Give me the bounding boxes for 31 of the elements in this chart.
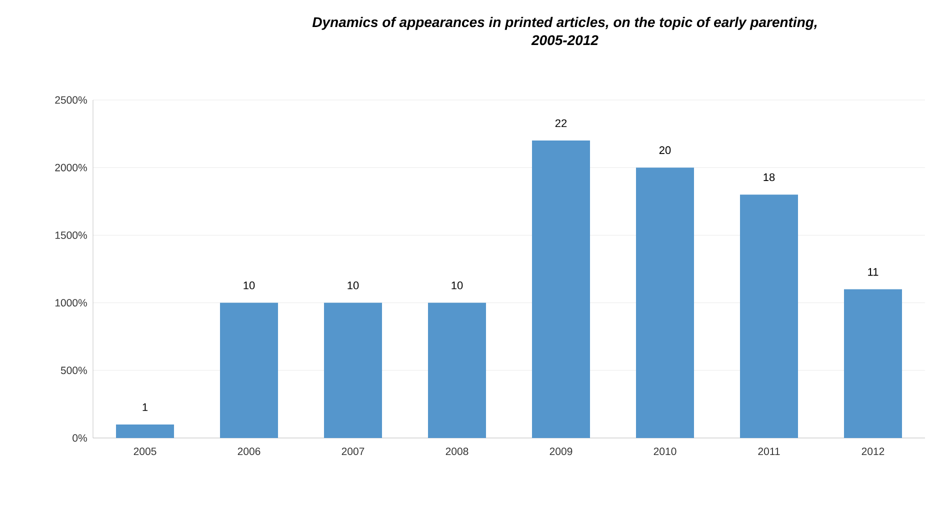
y-tick-label: 2500%	[55, 96, 87, 104]
bar	[428, 302, 486, 438]
bar	[636, 168, 694, 438]
y-tick-label: 0%	[72, 434, 87, 442]
x-tick-label: 2009	[550, 448, 572, 456]
bar	[220, 302, 278, 438]
bar	[324, 302, 382, 438]
data-label: 20	[659, 146, 671, 154]
data-label: 11	[868, 268, 878, 276]
bar	[740, 194, 798, 438]
y-tick-label: 500%	[60, 366, 87, 374]
data-label: 1	[142, 403, 148, 411]
data-label: 22	[555, 119, 567, 128]
y-tick-label: 1000%	[55, 299, 87, 307]
bar	[844, 289, 902, 438]
data-label: 10	[452, 281, 463, 290]
x-tick-label: 2006	[238, 448, 260, 456]
bar	[116, 424, 174, 438]
y-tick-label: 1500%	[55, 231, 87, 239]
x-tick-label: 2005	[134, 448, 156, 456]
x-tick-label: 2012	[862, 448, 884, 456]
data-label: 18	[764, 173, 775, 182]
x-tick-label: 2007	[342, 448, 364, 456]
data-label: 10	[244, 281, 255, 290]
y-tick-label: 2000%	[55, 164, 87, 172]
x-tick-label: 2011	[758, 448, 780, 456]
x-tick-label: 2010	[654, 448, 676, 456]
data-label: 10	[348, 281, 359, 290]
chart-title: Dynamics of appearances in printed articles, on the topic of early parenting, 2005-2012	[312, 16, 817, 46]
x-tick-label: 2008	[446, 448, 468, 456]
bar	[532, 140, 590, 438]
